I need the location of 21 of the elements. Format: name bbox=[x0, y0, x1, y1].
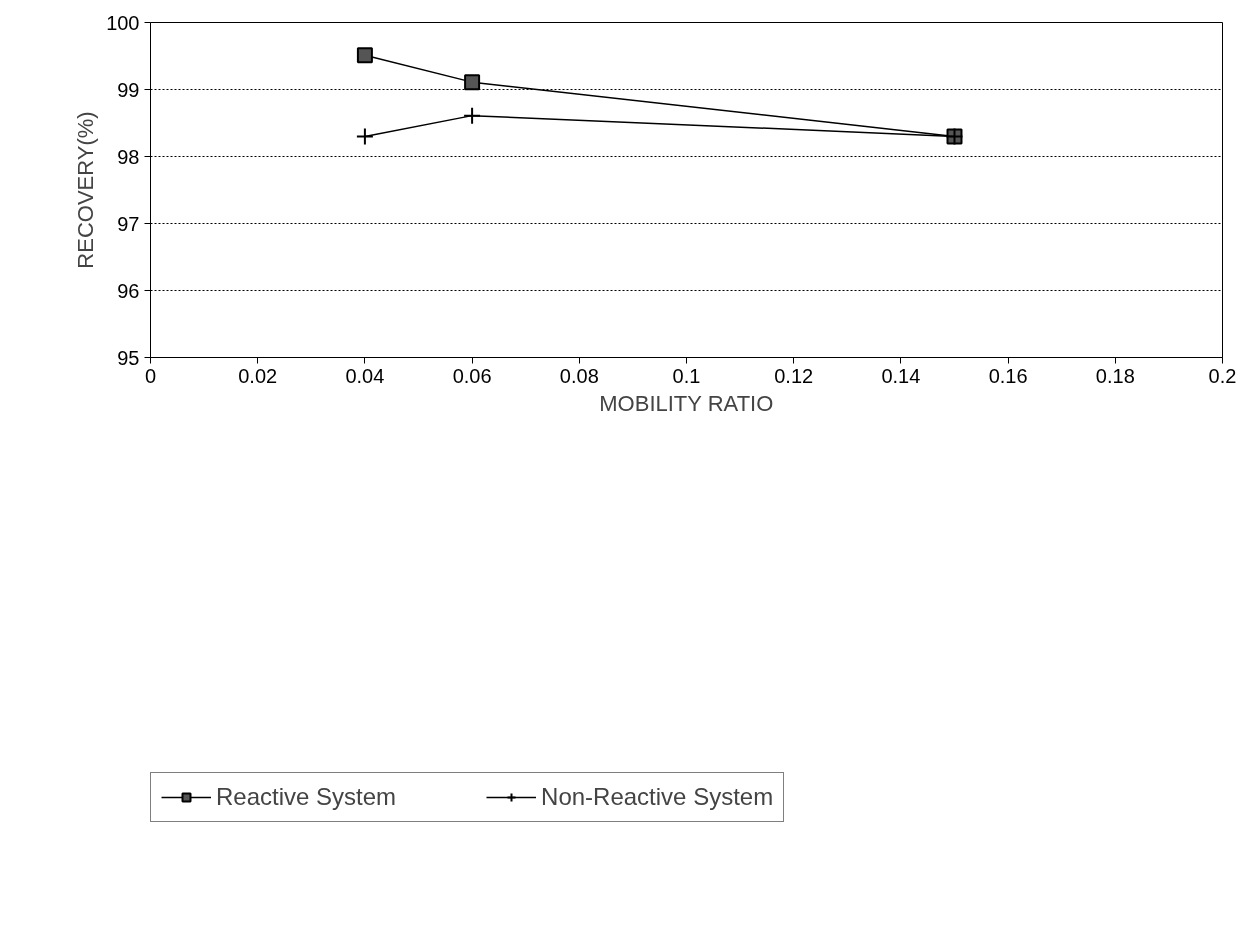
y-tick-label: 100 bbox=[106, 11, 140, 34]
y-tick-label: 98 bbox=[117, 145, 140, 168]
x-tick-label: 0 bbox=[144, 364, 157, 387]
x-axis-title: MOBILITY RATIO bbox=[599, 390, 774, 416]
x-tick-label: 0.04 bbox=[345, 364, 385, 387]
x-tick-label: 0.12 bbox=[774, 364, 814, 387]
y-axis-title: RECOVERY(%) bbox=[73, 111, 99, 269]
y-tick-label: 97 bbox=[117, 212, 140, 235]
x-tick-label: 0.08 bbox=[559, 364, 599, 387]
x-tick-label: 0.02 bbox=[238, 364, 278, 387]
x-tick-label: 0.1 bbox=[672, 364, 701, 387]
x-tick-label: 0.16 bbox=[988, 364, 1028, 387]
legend-label: Reactive System bbox=[216, 783, 397, 811]
x-tick-label: 0.18 bbox=[1095, 364, 1135, 387]
y-tick-label: 99 bbox=[117, 78, 140, 101]
x-tick-label: 0.06 bbox=[452, 364, 492, 387]
legend-label: Non-Reactive System bbox=[541, 783, 774, 811]
x-tick-label: 0.2 bbox=[1208, 364, 1237, 387]
x-tick-label: 0.14 bbox=[881, 364, 921, 387]
y-tick-label: 96 bbox=[117, 279, 140, 302]
y-tick-label: 95 bbox=[117, 346, 140, 369]
